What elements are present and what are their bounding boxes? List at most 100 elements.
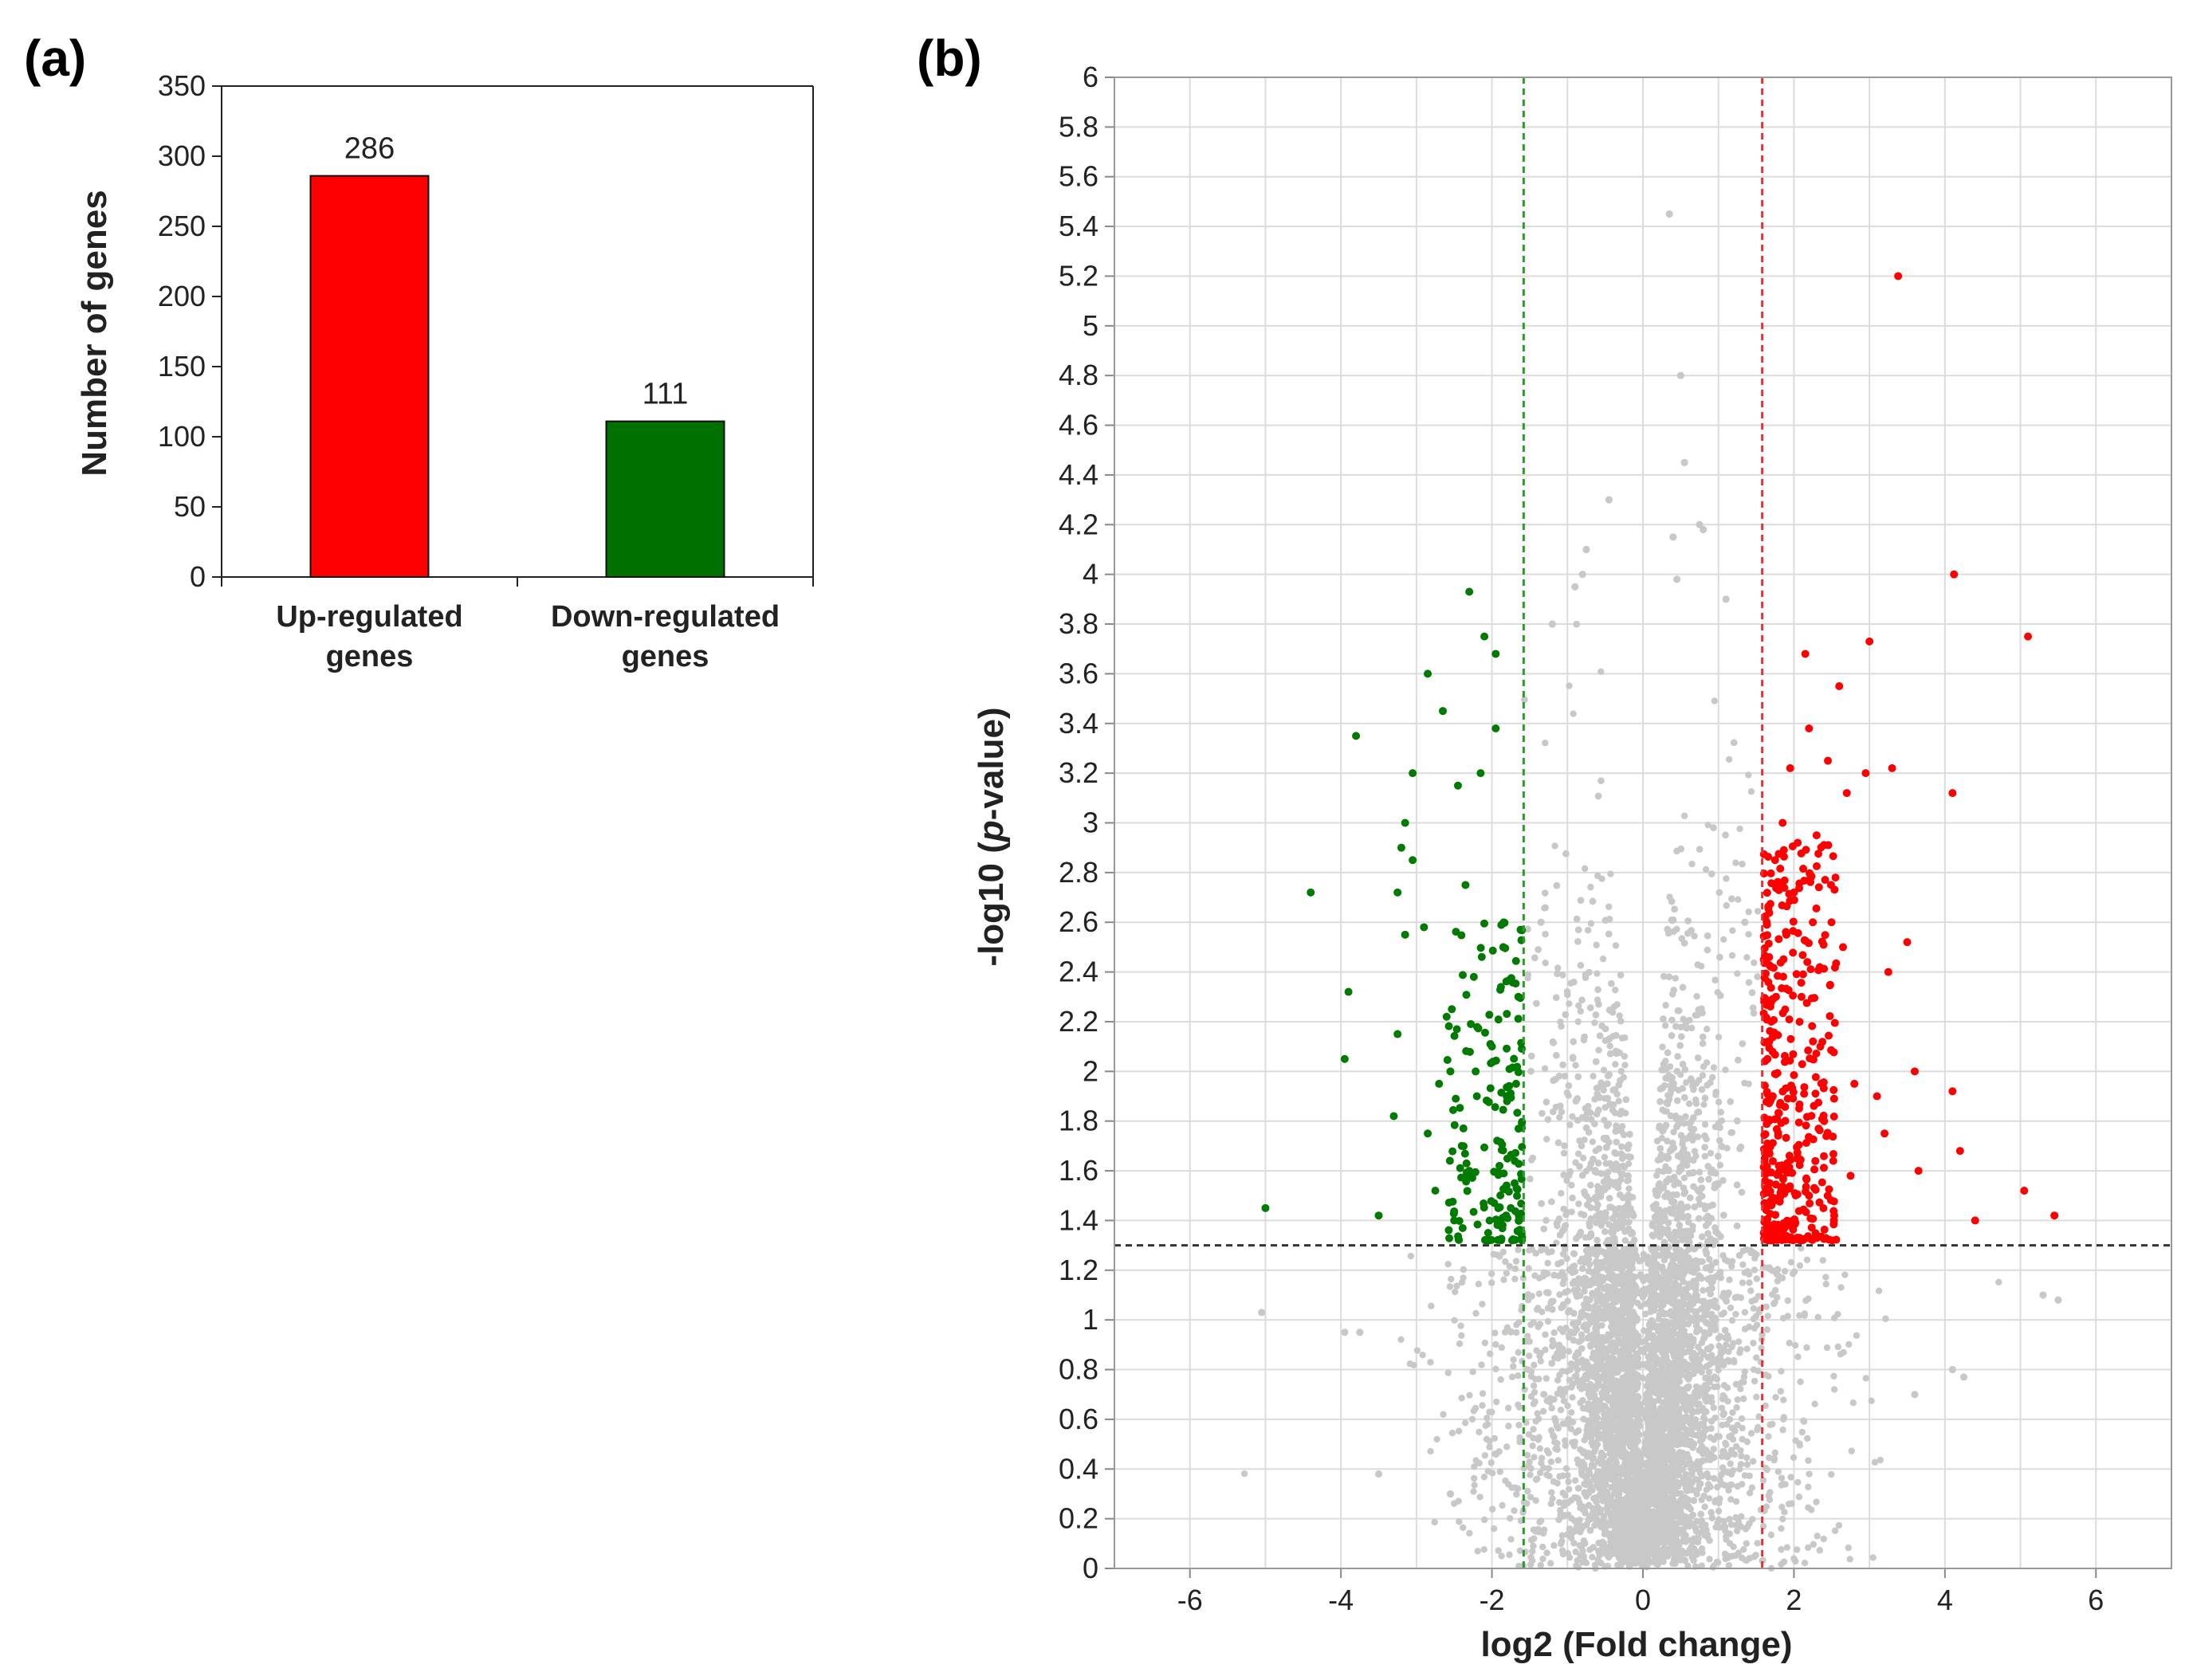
volcano-point-background: [1696, 1077, 1703, 1084]
volcano-point-background: [1728, 1129, 1736, 1136]
bar-y-tick-label: 200: [158, 280, 206, 312]
volcano-point-background: [1587, 1181, 1594, 1189]
volcano-point-background: [1581, 865, 1589, 873]
volcano-point-background: [1732, 859, 1739, 866]
volcano-point-background: [1607, 870, 1614, 877]
volcano-point-background: [1738, 1415, 1746, 1423]
volcano-point-background: [1594, 1183, 1601, 1190]
volcano-point-background: [1615, 1097, 1622, 1105]
volcano-point-background: [1720, 936, 1727, 944]
volcano-point-background: [1621, 1109, 1629, 1117]
bar-marks: 286 111: [309, 132, 725, 579]
volcano-point-background: [1688, 1024, 1696, 1032]
volcano-point-background: [1659, 1043, 1666, 1050]
volcano-point-background: [1597, 668, 1605, 676]
volcano-point-background: [1601, 1104, 1609, 1111]
bar-category-label: genes: [622, 640, 709, 673]
volcano-point-background: [1662, 1002, 1669, 1009]
volcano-point-background: [1565, 1092, 1572, 1099]
volcano-point-background: [1575, 1002, 1582, 1009]
volcano-point-background: [1664, 1137, 1671, 1144]
volcano-point-background: [1602, 1160, 1609, 1168]
volcano-point-background: [1599, 955, 1607, 963]
bar-y-tick-label: 350: [158, 69, 206, 102]
volcano-point-background: [1621, 1237, 1629, 1244]
volcano-point-background: [1673, 1215, 1681, 1223]
volcano-point-background: [1670, 1129, 1677, 1136]
volcano-point-background: [1560, 1205, 1567, 1213]
volcano-point-background: [1591, 1019, 1598, 1026]
panel-label-a: (a): [24, 29, 86, 87]
volcano-point-background: [1722, 1066, 1729, 1074]
volcano-point-background: [1617, 1067, 1625, 1075]
volcano-point-background: [1729, 927, 1736, 934]
volcano-point-background: [1701, 1121, 1709, 1129]
volcano-point-background: [1736, 825, 1743, 833]
bar-y-axis-title: Number of genes: [75, 190, 114, 476]
bar-data-label: 111: [643, 378, 689, 411]
volcano-point-background: [1677, 1023, 1684, 1031]
volcano-point-background: [1610, 1003, 1618, 1011]
volcano-point-background: [1554, 964, 1562, 971]
volcano-point-background: [1751, 1266, 1759, 1274]
volcano-point-background: [1577, 1007, 1584, 1015]
volcano-point-background: [1665, 1093, 1673, 1100]
volcano-point-background: [1558, 1023, 1565, 1030]
volcano-point-background: [1693, 992, 1700, 1000]
volcano-point-background: [1625, 1185, 1633, 1192]
bar-y-tick-label: 300: [158, 139, 206, 172]
volcano-point-background: [1735, 896, 1742, 903]
volcano-point-background: [1616, 1012, 1623, 1019]
volcano-point-background: [1723, 902, 1730, 909]
volcano-point-background: [1702, 866, 1710, 873]
bar-down-regulated: [605, 420, 725, 579]
volcano-point-background: [1574, 1150, 1582, 1157]
bar-y-tick-label: 50: [174, 490, 206, 523]
volcano-point-background: [1710, 1064, 1718, 1071]
volcano-point-background: [1592, 1168, 1599, 1176]
volcano-point-background: [1542, 960, 1549, 967]
volcano-point-background: [1745, 979, 1753, 986]
volcano-point-background: [1625, 1200, 1632, 1207]
volcano-plot: 00.20.40.60.811.21.41.61.822.22.42.62.83…: [972, 61, 2172, 1664]
volcano-point-background: [1691, 1148, 1699, 1155]
volcano-point-background: [1715, 1098, 1723, 1105]
volcano-point-background: [1569, 1113, 1576, 1121]
volcano-point-background: [1680, 1120, 1688, 1127]
bar-data-label: 286: [344, 132, 395, 166]
volcano-point-background: [1594, 970, 1601, 977]
volcano-point-background: [1594, 872, 1601, 880]
volcano-point-background: [1704, 821, 1711, 829]
volcano-point-background: [1716, 1161, 1724, 1169]
volcano-point-background: [1711, 697, 1718, 705]
volcano-point-background: [1593, 1219, 1600, 1227]
volcano-point-background: [1587, 883, 1594, 891]
volcano-point-background: [1653, 1137, 1661, 1144]
bar-up-regulated: [309, 175, 430, 578]
bar-y-tick-label: 250: [158, 210, 206, 242]
volcano-point-background: [1707, 1149, 1715, 1157]
volcano-point-background: [1747, 787, 1755, 795]
volcano-point-background: [1708, 1514, 1715, 1521]
volcano-point-background: [1745, 908, 1752, 916]
volcano-point-background: [1691, 932, 1698, 940]
volcano-point-background: [1596, 1509, 1604, 1517]
volcano-point-background: [1595, 1046, 1602, 1054]
volcano-point-background: [1682, 1079, 1690, 1086]
volcano-point-background: [1621, 1062, 1629, 1069]
volcano-point-background: [1612, 942, 1620, 949]
volcano-point-background: [1711, 1224, 1719, 1231]
volcano-point-background: [1703, 1363, 1710, 1370]
volcano-point-background: [1743, 954, 1751, 961]
volcano-point-background: [1593, 941, 1600, 948]
volcano-point-background: [1580, 1154, 1587, 1162]
volcano-point-background: [1559, 971, 1566, 979]
volcano-point-background: [1572, 1062, 1579, 1069]
volcano-point-background: [1685, 1100, 1693, 1108]
volcano-point-background: [1754, 908, 1762, 915]
volcano-point-background: [1556, 1113, 1563, 1121]
volcano-point-background: [1562, 1289, 1569, 1296]
volcano-point-background: [1700, 1063, 1708, 1070]
